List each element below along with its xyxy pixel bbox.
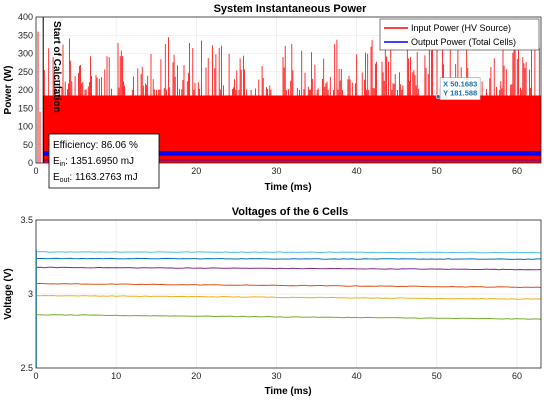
y-tick-label: 50 [23,140,33,150]
legend-item-input-power: Input Power (HV Source) [411,23,511,33]
y-tick-label: 3.5 [20,215,33,225]
cell-voltage-line-3 [35,266,542,271]
energy-in-text: Ein: 1351.6950 mJ [53,156,134,168]
y-tick-label: 400 [18,12,33,22]
output-power-band [43,150,541,156]
efficiency-text: Efficiency: 86.06 % [53,140,138,151]
cell-voltage-line-1 [35,251,542,254]
efficiency-annotation: Efficiency: 86.06 % Ein: 1351.6950 mJ Eo… [48,133,160,189]
start-of-calculation-label: Start of Calculation [51,21,62,113]
voltage-y-axis-label: Voltage (V) [3,268,14,319]
y-tick-label: 3 [28,289,33,299]
legend-box [379,18,540,51]
data-tip-x: X 50.1683 [443,80,477,89]
power-legend[interactable]: Input Power (HV Source) Output Power (To… [379,18,540,51]
efficiency-box [48,133,160,189]
power-y-axis-label: Power (W) [3,66,14,115]
x-tick-label: 20 [191,166,201,176]
x-tick-label: 60 [512,371,522,381]
input-power-spikes [43,36,540,96]
x-tick-label: 50 [432,371,442,381]
legend-item-output-power: Output Power (Total Cells) [411,37,516,47]
power-chart-title: System Instantaneous Power [214,3,368,15]
power-x-axis-label: Time (ms) [264,182,311,193]
input-power-transient [37,31,41,163]
voltage-ticks: 0 10 20 30 40 50 60 2.5 3 3.5 [20,215,521,381]
y-tick-label: 300 [18,49,33,59]
cell-voltage-line-2 [36,257,541,261]
y-tick-label: 150 [18,103,33,113]
voltage-chart-title: Voltages of the 6 Cells [232,206,349,218]
energy-out-text: Eout: 1163.2763 mJ [53,172,138,184]
x-tick-label: 0 [33,371,38,381]
voltage-axes-box [35,219,542,369]
power-axes: System Instantaneous Power 0102030405060… [3,3,542,193]
y-tick-label: 2.5 [20,363,33,373]
data-tip-y: Y 181.588 [443,89,477,98]
cell-voltage-line-6 [35,314,542,320]
x-tick-label: 50 [432,166,442,176]
y-tick-label: 0 [28,158,33,168]
x-tick-label: 20 [191,371,201,381]
x-tick-label: 10 [111,371,121,381]
x-tick-label: 60 [512,166,522,176]
y-tick-label: 100 [18,122,33,132]
data-tip-box [439,77,481,101]
x-tick-label: 40 [352,166,362,176]
y-tick-label: 250 [18,67,33,77]
x-tick-label: 0 [33,166,38,176]
y-tick-label: 350 [18,30,33,40]
cell-voltage-line-5 [35,294,542,300]
voltage-x-axis-label: Time (ms) [264,386,311,397]
x-tick-label: 40 [352,371,362,381]
power-series [37,31,541,163]
cell-voltage-line-4 [35,282,542,289]
x-tick-label: 30 [271,166,281,176]
y-tick-label: 200 [18,85,33,95]
x-tick-label: 30 [271,371,281,381]
power-axes-box [35,16,542,164]
data-tip-marker[interactable] [435,94,441,100]
voltage-axes: Voltages of the 6 Cells 0 10 20 30 40 50 60 2.5… [3,206,542,397]
data-tip[interactable]: X 50.1683 Y 181.588 [435,77,481,101]
voltage-series [35,249,542,368]
